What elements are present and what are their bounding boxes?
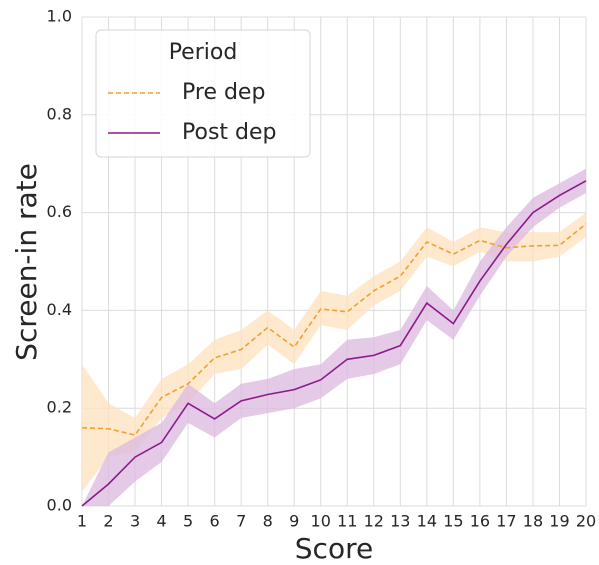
legend-box <box>95 29 311 158</box>
x-tick-label: 6 <box>210 512 220 531</box>
lines <box>81 180 587 507</box>
x-tick-label: 14 <box>417 512 437 531</box>
y-tick-label: 0.8 <box>47 104 72 123</box>
legend-label: Pre dep <box>182 80 265 105</box>
x-tick-label: 12 <box>364 512 384 531</box>
confidence-band <box>82 212 586 492</box>
x-tick-label: 5 <box>183 512 193 531</box>
y-tick-label: 1.0 <box>47 7 72 26</box>
x-tick-label: 3 <box>130 512 140 531</box>
legend: Period Pre dep Post dep <box>95 29 311 158</box>
y-tick-label: 0.0 <box>47 496 72 515</box>
ticks: 0.00.20.40.60.81.01 2 3 4 5 6 7 8 9 10 11 12 13 14 15 1… <box>47 7 597 531</box>
x-tick-label: 18 <box>523 512 543 531</box>
x-tick-label: 10 <box>311 512 331 531</box>
y-tick-label: 0.2 <box>47 398 72 417</box>
legend-title: Period <box>169 40 238 65</box>
x-tick-label: 8 <box>263 512 273 531</box>
x-tick-label: 7 <box>236 512 246 531</box>
legend-label: Post dep <box>182 120 277 145</box>
series-line <box>81 180 587 507</box>
confidence-band <box>82 168 586 506</box>
x-tick-label: 16 <box>470 512 490 531</box>
x-tick-label: 15 <box>443 512 463 531</box>
x-tick-label: 19 <box>549 512 569 531</box>
x-tick-label: 2 <box>103 512 113 531</box>
bands <box>82 168 586 506</box>
y-tick-label: 0.4 <box>47 300 72 319</box>
x-tick-label: 9 <box>289 512 299 531</box>
x-tick-label: 17 <box>496 512 516 531</box>
x-tick-label: 13 <box>390 512 410 531</box>
x-tick-label: 4 <box>156 512 166 531</box>
y-tick-label: 0.6 <box>47 202 72 221</box>
x-tick-label: 20 <box>576 512 596 531</box>
series-line <box>81 223 587 436</box>
x-tick-label: 1 <box>77 512 87 531</box>
x-axis-title: Score <box>295 532 373 565</box>
x-tick-label: 11 <box>337 512 357 531</box>
y-axis-title: Screen-in rate <box>10 163 43 361</box>
